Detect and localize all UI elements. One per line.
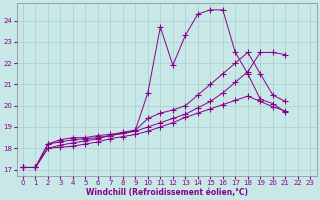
X-axis label: Windchill (Refroidissement éolien,°C): Windchill (Refroidissement éolien,°C) bbox=[85, 188, 248, 197]
